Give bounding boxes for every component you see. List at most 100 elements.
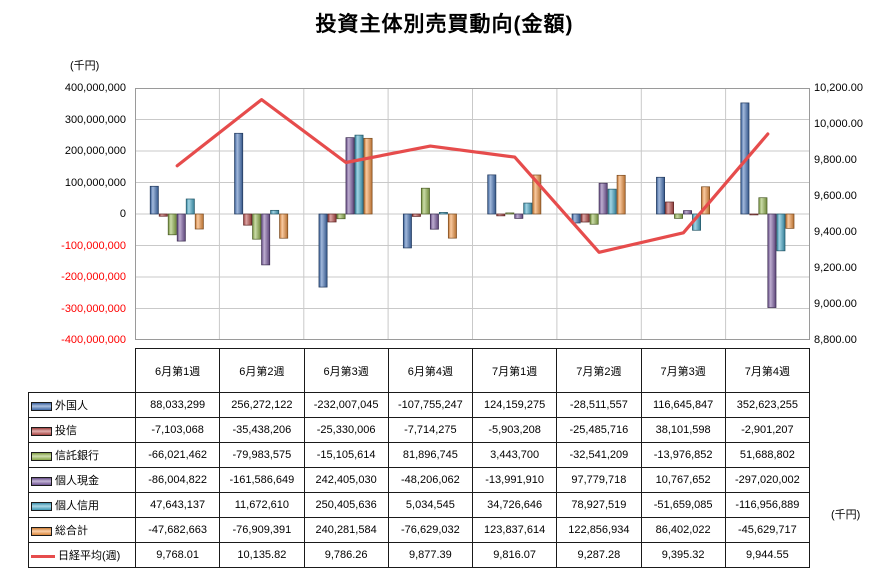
plot-border [135, 88, 810, 340]
table-row: 個人信用 47,643,137 11,672,610 250,405,636 5,034… [28, 492, 811, 518]
table-row: 個人現金 -86,004,822 -161,586,649 242,405,030 -4… [28, 467, 811, 493]
value-cell: -47,682,663 [134, 517, 221, 543]
value-cell: 86,402,022 [640, 517, 726, 543]
bar [158, 213, 168, 217]
left-axis-tick: -400,000,000 [61, 334, 126, 346]
right-axis-unit-label: (千円) [831, 509, 861, 521]
series-name-cell: 信託銀行 [28, 442, 136, 468]
category-label: 6月第2週 [219, 348, 305, 393]
value-cell: -86,004,822 [134, 467, 221, 493]
value-cell: 10,135.82 [219, 542, 305, 568]
bar [785, 213, 795, 229]
data-table: 6月第1週 6月第2週 6月第3週 6月第4週 7月第1週 7月第2週 7月第3週 7月第4週… [28, 348, 811, 568]
series-name-cell: 投信 [28, 417, 136, 443]
left-axis-ticks: 400,000,000 300,000,000 200,000,000 100,000… [22, 82, 130, 346]
value-cell: 38,101,598 [640, 417, 726, 443]
value-cell: -13,991,910 [471, 467, 558, 493]
series-name-cell: 外国人 [28, 392, 136, 418]
bar [776, 213, 786, 252]
category-label: 7月第2週 [556, 348, 642, 393]
value-cell: -107,755,247 [387, 392, 474, 418]
value-cell: -66,021,462 [134, 442, 221, 468]
right-axis-tick: 9,400.00 [814, 226, 857, 238]
bar [234, 132, 244, 215]
right-axis-tick: 8,800.00 [814, 334, 857, 346]
bar [327, 213, 337, 223]
series-name: 個人信用 [55, 500, 99, 512]
left-axis-tick: 100,000,000 [64, 176, 126, 189]
value-cell: -2,901,207 [724, 417, 811, 443]
bar [598, 182, 608, 215]
bar [749, 213, 759, 216]
value-cell: 256,272,122 [219, 392, 305, 418]
value-cell: 3,443,700 [471, 442, 558, 468]
right-axis-tick: 10,000.00 [814, 118, 863, 130]
left-axis-unit-label: (千円) [70, 60, 100, 72]
bar [429, 213, 439, 230]
value-cell: 9,768.01 [134, 542, 221, 568]
value-cell: 116,645,847 [640, 392, 726, 418]
plot-svg [135, 88, 810, 340]
bar [411, 213, 421, 217]
left-axis-tick: 0 [119, 208, 126, 220]
value-cell: 242,405,030 [303, 467, 389, 493]
bar [252, 213, 262, 240]
value-cell: 240,281,584 [303, 517, 389, 543]
chart-title: 投資主体別売買動向(金額) [315, 13, 574, 36]
legend-swatch [31, 526, 52, 536]
series-name-cell: 個人信用 [28, 492, 136, 518]
category-header-row: 6月第1週 6月第2週 6月第3週 6月第4週 7月第1週 7月第2週 7月第3週 7月第4週 [29, 348, 811, 393]
left-axis-tick: -300,000,000 [61, 302, 126, 315]
table-row: 日経平均(週) 9,768.01 10,135.82 9,786.26 9,877.39… [28, 542, 811, 568]
value-cell: 123,837,614 [471, 517, 558, 543]
bar [523, 202, 533, 215]
value-cell: 124,159,275 [471, 392, 558, 418]
value-cell: 9,816.07 [471, 542, 558, 568]
bar [354, 134, 364, 215]
value-cell: 47,643,137 [134, 492, 221, 518]
right-axis-tick: 9,600.00 [814, 190, 857, 202]
bar [194, 213, 204, 230]
left-axis-tick: 400,000,000 [64, 82, 126, 94]
value-cell: -161,586,649 [219, 467, 305, 493]
left-axis-tick: -100,000,000 [61, 239, 126, 252]
bar [270, 209, 280, 215]
bar [607, 188, 617, 215]
value-cell: 11,672,610 [219, 492, 305, 518]
value-cell: 250,405,636 [303, 492, 389, 518]
value-cell: 51,688,802 [724, 442, 811, 468]
value-cell: -5,903,208 [471, 417, 558, 443]
bar [758, 197, 768, 215]
bar [420, 187, 430, 215]
value-cell: -25,485,716 [556, 417, 642, 443]
category-label: 7月第4週 [724, 348, 811, 393]
bar [767, 213, 777, 308]
right-axis-tick: 9,200.00 [814, 262, 857, 274]
value-cell: -51,659,085 [640, 492, 726, 518]
table-row: 投信 -7,103,068 -35,438,206 -25,330,006 -7,714… [28, 417, 811, 443]
category-label: 6月第4週 [387, 348, 474, 393]
bar [261, 213, 271, 266]
left-axis-tick: 300,000,000 [64, 113, 126, 126]
left-axis-tick: 200,000,000 [64, 145, 126, 157]
table-row: 信託銀行 -66,021,462 -79,983,575 -15,105,614 81,… [28, 442, 811, 468]
bar [532, 174, 542, 215]
series-name: 日経平均(週) [58, 550, 121, 562]
bar [656, 176, 665, 215]
category-label: 7月第3週 [640, 348, 726, 393]
value-cell: 9,395.32 [640, 542, 726, 568]
value-cell: -297,020,002 [724, 467, 811, 493]
category-label: 6月第1週 [134, 348, 221, 393]
bar [336, 213, 346, 220]
value-cell: -32,541,209 [556, 442, 642, 468]
bar [167, 213, 177, 236]
value-cell: -7,103,068 [134, 417, 221, 443]
value-cell: -45,629,717 [724, 517, 811, 543]
table-row: 総合計 -47,682,663 -76,909,391 240,281,584 -76,… [28, 517, 811, 543]
value-cell: 9,877.39 [387, 542, 474, 568]
series-name-cell: 日経平均(週) [28, 542, 136, 568]
value-cell: -76,909,391 [219, 517, 305, 543]
right-axis-tick: 9,000.00 [814, 298, 857, 310]
value-cell: -35,438,206 [219, 417, 305, 443]
series-name-cell: 総合計 [28, 517, 136, 543]
